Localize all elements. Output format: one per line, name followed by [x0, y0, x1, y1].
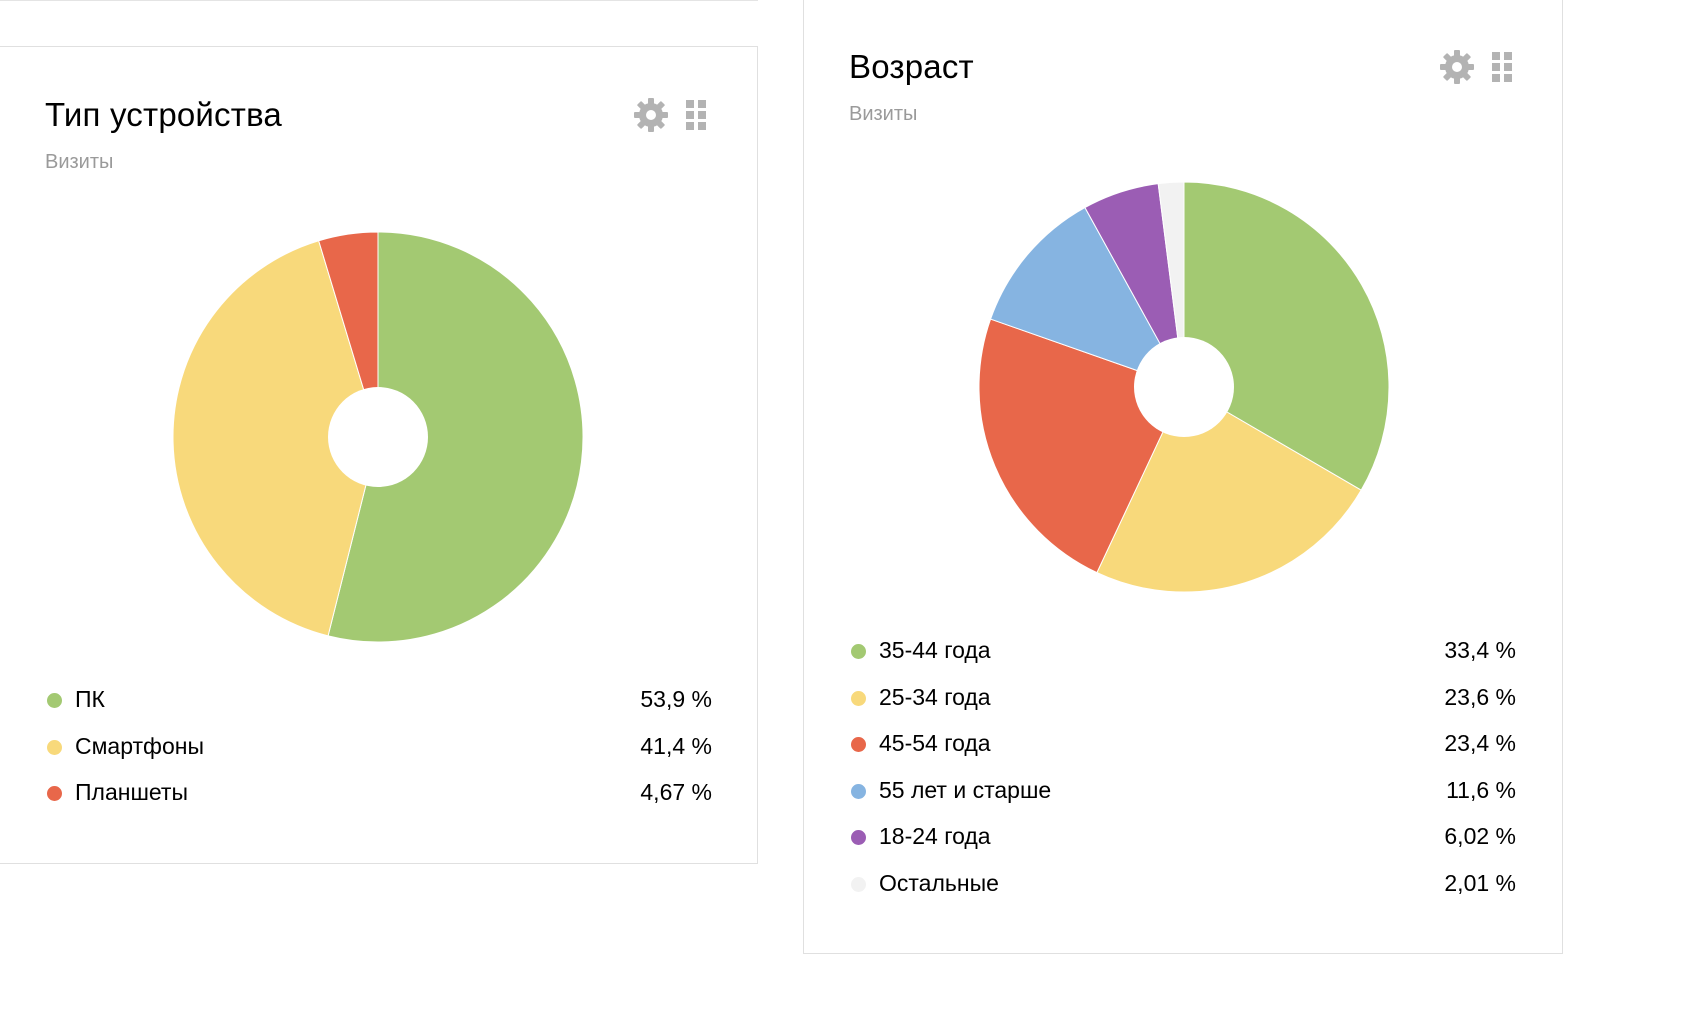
gear-icon[interactable]	[1440, 50, 1474, 84]
pie-slice-планшеты[interactable]	[318, 231, 379, 438]
legend-label: 55 лет и старше	[879, 776, 1052, 803]
donut-hole	[1134, 337, 1234, 437]
pie-slice-55-лет-и-старше[interactable]	[989, 206, 1186, 388]
legend-label: Смартфоны	[75, 732, 204, 759]
device-type-widget: Тип устройства Визиты ПК 53,9 % Смартфоны 4…	[0, 46, 758, 864]
legend-item[interactable]: 45-54 года 23,4 %	[851, 729, 1516, 776]
legend-value: 33,4 %	[1444, 637, 1516, 663]
widget-subtitle: Визиты	[849, 103, 918, 125]
legend-value: 53,9 %	[640, 686, 712, 712]
legend-color-dot	[851, 876, 866, 892]
legend-item[interactable]: 55 лет и старше 11,6 %	[851, 776, 1516, 823]
legend-color-dot	[851, 737, 866, 752]
legend-value: 6,02 %	[1444, 823, 1516, 849]
device-type-legend: ПК 53,9 % Смартфоны 41,4 % Планшеты 4,67 %	[47, 685, 712, 825]
pie-slice-смартфоны[interactable]	[172, 240, 379, 637]
legend-item[interactable]: ПК 53,9 %	[47, 685, 712, 732]
legend-item[interactable]: Смартфоны 41,4 %	[47, 732, 712, 779]
legend-item[interactable]: Планшеты 4,67 %	[47, 778, 712, 825]
legend-value: 4,67 %	[640, 779, 712, 805]
pie-slice-пк[interactable]	[327, 231, 584, 643]
legend-label: 45-54 года	[879, 730, 991, 756]
pie-slice-25-34-года[interactable]	[1096, 386, 1362, 593]
age-legend: 35-44 года 33,4 % 25-34 года 23,6 % 45-54 го…	[851, 636, 1516, 915]
grid-handle-icon[interactable]	[1492, 52, 1514, 83]
widget-title: Тип устройства	[45, 96, 282, 133]
legend-label: 18-24 года	[879, 823, 991, 849]
legend-label: 35-44 года	[879, 637, 991, 663]
gear-icon[interactable]	[634, 98, 668, 132]
legend-color-dot	[851, 783, 866, 799]
legend-label: Остальные	[879, 869, 999, 896]
legend-value: 2,01 %	[1444, 869, 1516, 896]
legend-value: 23,4 %	[1444, 730, 1516, 756]
pie-slice-остальные[interactable]	[1157, 181, 1185, 388]
legend-color-dot	[851, 690, 866, 706]
legend-item[interactable]: 18-24 года 6,02 %	[851, 822, 1516, 869]
legend-color-dot	[851, 644, 866, 659]
legend-value: 11,6 %	[1446, 776, 1516, 803]
age-widget: Возраст Визиты 35-44 года 33,4 % 25-34 год…	[803, 0, 1563, 954]
legend-color-dot	[851, 830, 866, 845]
legend-item[interactable]: 35-44 года 33,4 %	[851, 636, 1516, 683]
pie-slice-35-44-года[interactable]	[1183, 181, 1390, 491]
legend-color-dot	[47, 786, 62, 801]
grid-handle-icon[interactable]	[686, 100, 708, 131]
widget-subtitle: Визиты	[45, 151, 114, 173]
legend-label: ПК	[75, 686, 105, 712]
legend-value: 23,6 %	[1444, 683, 1516, 710]
widget-title: Возраст	[849, 48, 974, 85]
legend-color-dot	[47, 693, 62, 708]
legend-color-dot	[47, 739, 62, 755]
legend-label: Планшеты	[75, 779, 188, 805]
legend-item[interactable]: Остальные 2,01 %	[851, 869, 1516, 916]
legend-label: 25-34 года	[879, 683, 991, 710]
pie-slice-45-54-года[interactable]	[978, 318, 1185, 574]
age-pie-chart	[978, 181, 1390, 593]
device-type-pie-chart	[172, 231, 584, 643]
legend-item[interactable]: 25-34 года 23,6 %	[851, 683, 1516, 730]
top-divider	[0, 0, 758, 1]
donut-hole	[328, 387, 428, 487]
legend-value: 41,4 %	[640, 732, 712, 759]
